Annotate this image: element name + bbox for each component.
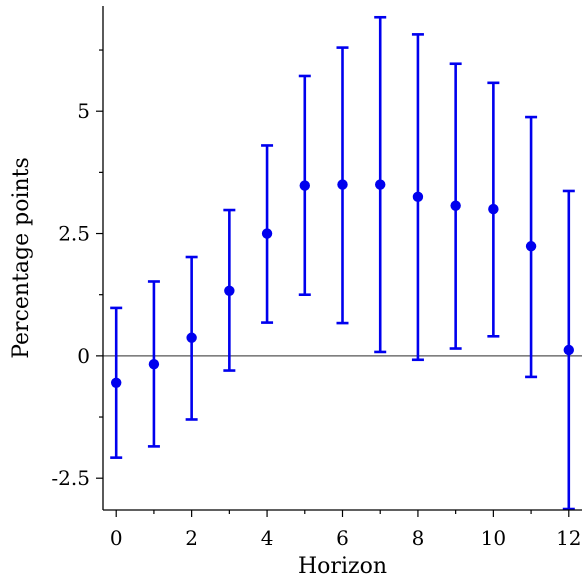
axes: 0 2 4 6 8 10 12 -2.5 0 2.5 5 <box>51 6 582 550</box>
data-point <box>300 180 310 190</box>
x-tick-label: 0 <box>110 526 123 550</box>
x-tick-label: 10 <box>481 526 506 550</box>
plot-area <box>103 17 582 509</box>
y-tick-label: 2.5 <box>58 222 90 246</box>
y-axis-title: Percentage points <box>9 157 34 359</box>
data-point <box>224 286 234 296</box>
x-axis-title: Horizon <box>298 554 387 579</box>
y-tick-label: 5 <box>77 99 90 123</box>
data-point <box>111 378 121 388</box>
y-tick-label: -2.5 <box>51 466 90 490</box>
data-point <box>337 179 347 189</box>
data-point <box>450 200 460 210</box>
data-point <box>564 345 574 355</box>
data-point <box>186 333 196 343</box>
data-point <box>413 192 423 202</box>
x-tick-label: 8 <box>412 526 425 550</box>
data-point <box>526 241 536 251</box>
data-point <box>375 179 385 189</box>
data-point <box>262 228 272 238</box>
x-tick-label: 6 <box>336 526 349 550</box>
y-tick-label: 0 <box>77 344 90 368</box>
data-point <box>488 204 498 214</box>
x-tick-label: 4 <box>261 526 274 550</box>
x-tick-label: 12 <box>556 526 581 550</box>
x-tick-label: 2 <box>185 526 198 550</box>
data-point <box>149 359 159 369</box>
